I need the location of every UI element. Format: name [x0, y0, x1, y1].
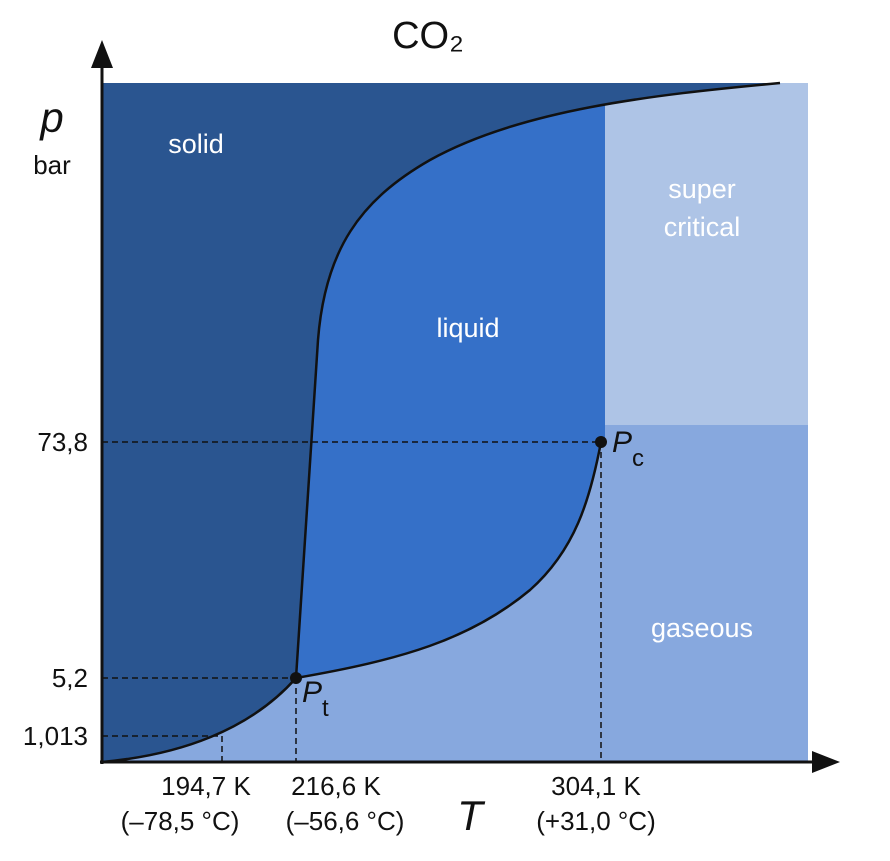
y-tick-label: 1,013 — [23, 721, 88, 751]
y-tick-label: 5,2 — [52, 663, 88, 693]
x-tick-label: 194,7 K — [161, 771, 251, 801]
y-arrow — [91, 40, 113, 68]
triple-point — [290, 672, 302, 684]
liquid-region — [296, 83, 605, 678]
region-label: liquid — [436, 313, 499, 343]
point-label: Pt — [302, 676, 329, 722]
x-tick-label: (–56,6 °C) — [286, 806, 405, 836]
x-tick-label: 304,1 K — [551, 771, 641, 801]
phase-curves — [101, 81, 781, 764]
point-label-main: P — [302, 676, 322, 709]
critical-point — [595, 436, 607, 448]
x-tick-label: (–78,5 °C) — [121, 806, 240, 836]
melting-curve — [294, 81, 781, 679]
region-label: gaseous — [651, 613, 753, 643]
point-label-main: P — [612, 426, 632, 459]
x-arrow — [812, 751, 840, 773]
y-tick-label: 73,8 — [37, 427, 88, 457]
guide-lines — [102, 441, 602, 762]
axes — [100, 60, 820, 764]
region-label: solid — [168, 129, 224, 159]
point-label-sub: c — [632, 445, 644, 472]
supercritical-region — [605, 83, 808, 425]
sublimation-curve — [101, 677, 297, 764]
x-tick-label: (+31,0 °C) — [536, 806, 656, 836]
x-label: T — [457, 792, 486, 839]
y-label: p — [38, 94, 63, 141]
solid-region — [102, 83, 780, 762]
point-label: Pc — [612, 426, 644, 472]
region-label: critical — [664, 212, 741, 242]
title: CO₂ — [392, 15, 464, 57]
x-tick-label: 216,6 K — [291, 771, 381, 801]
region-label: super — [668, 174, 736, 204]
point-label-sub: t — [322, 695, 329, 722]
vaporization-curve — [295, 441, 603, 680]
y-unit: bar — [33, 150, 71, 180]
